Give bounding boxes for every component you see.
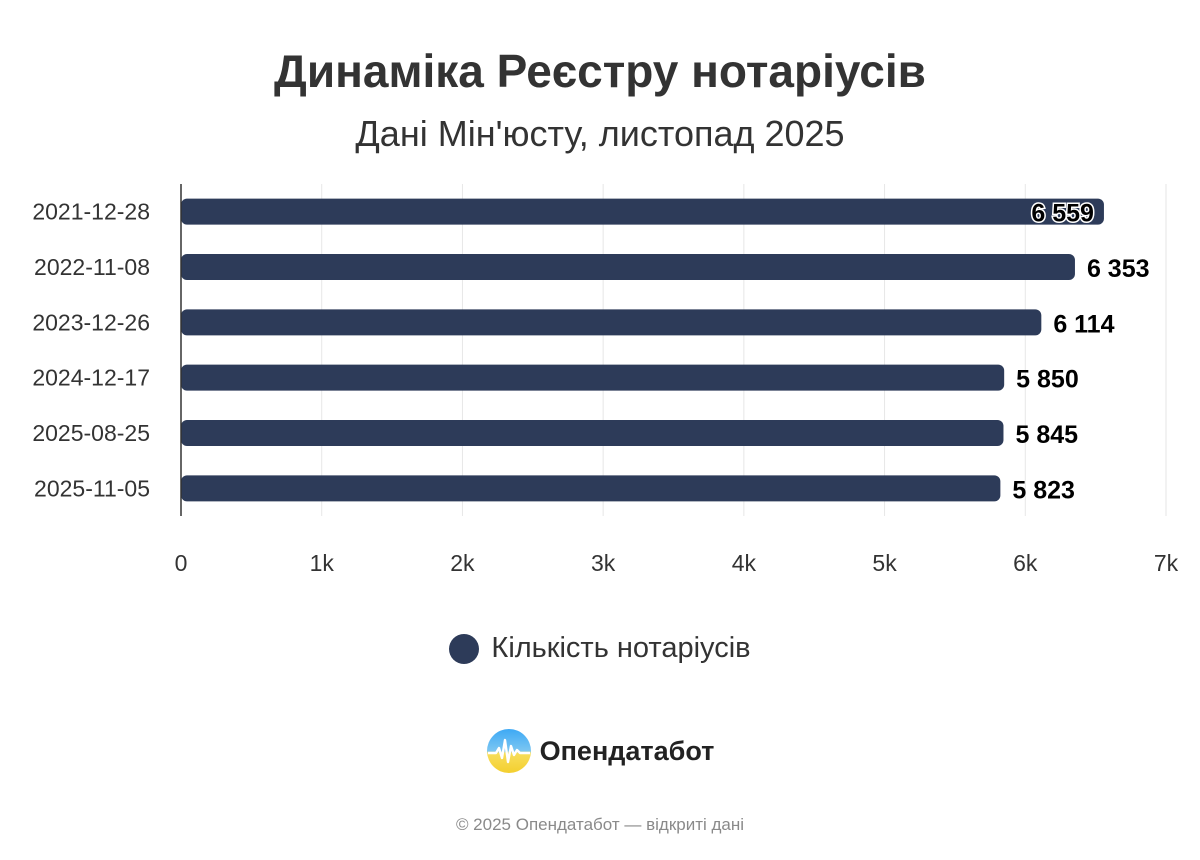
x-tick-label: 3k	[591, 550, 616, 576]
bar	[181, 475, 1001, 502]
chart-title: Динаміка Реєстру нотаріусів	[274, 45, 926, 97]
legend-label: Кількість нотаріусів	[491, 632, 751, 664]
x-tick-label: 0	[175, 550, 188, 576]
category-label: 2023-12-26	[32, 309, 150, 335]
bar	[181, 309, 1042, 336]
value-label: 5 823	[1012, 476, 1075, 504]
bar	[181, 254, 1075, 280]
value-label: 5 850	[1016, 366, 1079, 394]
category-label: 2021-12-28	[32, 199, 150, 225]
brand: Опендатабот	[0, 728, 1200, 774]
x-tick-label: 4k	[732, 550, 757, 576]
x-tick-label: 2k	[450, 550, 475, 576]
footer-copyright: © 2025 Опендатабот — відкриті дані	[455, 815, 745, 834]
bar	[181, 198, 1104, 225]
bar-chart: 0 1k 2k 3k 4k 5k 6k 7k 2021-12-28 6 559 2022-11-08…	[32, 184, 1179, 576]
category-label: 2025-11-05	[34, 475, 150, 501]
chart-legend[interactable]: Кількість нотаріусів	[0, 632, 1200, 665]
x-tick-label: 5k	[872, 550, 897, 576]
value-label: 6 353	[1087, 255, 1150, 283]
value-label: 6 114	[1053, 310, 1114, 338]
category-label: 2025-08-25	[32, 420, 150, 446]
legend-marker-icon	[449, 633, 480, 664]
category-label: 2024-12-17	[32, 365, 150, 391]
x-tick-label: 1k	[310, 550, 335, 576]
category-label: 2022-11-08	[34, 254, 150, 280]
bar	[181, 364, 1005, 391]
value-label: 5 845	[1015, 421, 1078, 449]
x-tick-label: 6k	[1013, 550, 1038, 576]
opendatabot-logo-icon	[486, 729, 531, 773]
chart-subtitle: Дані Мін'юсту, листопад 2025	[355, 113, 845, 154]
bar	[181, 420, 1004, 446]
brand-name: Опендатабот	[539, 735, 715, 766]
x-tick-label: 7k	[1154, 550, 1179, 576]
value-label: 6 559	[1031, 200, 1094, 228]
